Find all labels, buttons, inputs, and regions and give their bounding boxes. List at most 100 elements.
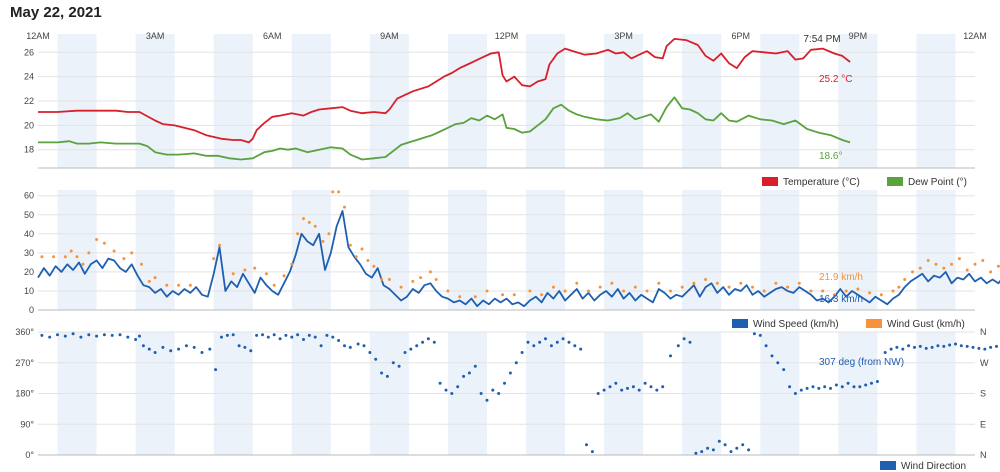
data-point-p1-s1-91	[934, 262, 938, 266]
data-point-p2-s0-45	[337, 339, 341, 342]
data-point-p2-s0-44	[331, 335, 335, 339]
data-point-p2-s0-27	[231, 333, 235, 337]
y-tick-label-p1-6: 60	[24, 191, 34, 201]
data-point-p1-s1-4	[75, 255, 79, 259]
band-p1-6	[526, 190, 566, 310]
y-tick-label-p2-2: 180°	[15, 389, 34, 399]
data-point-p2-s0-126	[817, 386, 821, 390]
legend-winddirection-swatch	[880, 461, 896, 470]
data-point-p1-s1-83	[868, 291, 872, 295]
data-point-p2-s0-110	[723, 443, 727, 447]
data-point-p2-s0-22	[200, 351, 204, 354]
data-point-p1-s1-38	[360, 247, 364, 251]
data-point-p1-s1-75	[774, 281, 778, 285]
data-point-p2-s0-151	[965, 344, 969, 348]
data-point-p2-s0-88	[590, 450, 594, 454]
data-point-p2-s0-71	[491, 388, 495, 392]
data-point-p2-s0-80	[544, 337, 547, 341]
data-point-p2-s0-81	[549, 344, 553, 348]
data-point-p1-s1-68	[692, 281, 696, 285]
data-point-p2-s0-111	[729, 450, 733, 454]
data-point-p1-s1-23	[264, 272, 268, 276]
data-point-p2-s0-128	[829, 386, 832, 390]
data-point-p1-s1-58	[575, 281, 579, 285]
data-point-p1-s1-51	[485, 289, 489, 293]
series-line-p0-0	[38, 38, 851, 144]
y2-tick-label-1: E	[980, 419, 986, 429]
data-point-p2-s0-93	[620, 388, 624, 392]
data-point-p1-s1-97	[981, 259, 985, 262]
data-point-p1-s1-1	[52, 255, 56, 259]
data-point-p2-s0-86	[579, 347, 583, 351]
data-point-p2-s0-115	[752, 332, 756, 336]
windspeed-end-label: 16.3 km/h	[819, 294, 863, 305]
y2-tick-label-0: N	[980, 450, 987, 460]
data-point-p2-s0-13	[138, 334, 141, 338]
data-point-p1-s1-32	[327, 232, 331, 236]
data-point-p1-s1-34	[337, 190, 341, 194]
data-point-p2-s0-42	[319, 344, 323, 348]
data-point-p2-s0-72	[497, 392, 501, 395]
data-point-p2-s0-109	[717, 439, 721, 443]
x-tick-label-8: 12AM	[963, 31, 987, 41]
data-point-p2-s0-16	[153, 351, 157, 354]
legend-windspeed-label: Wind Speed (km/h)	[753, 319, 839, 330]
data-point-p2-s0-123	[799, 388, 803, 392]
data-point-p1-s1-76	[786, 285, 790, 289]
band-p1-1	[135, 190, 175, 310]
data-point-p2-s0-43	[325, 333, 329, 337]
data-point-p1-s1-47	[434, 278, 438, 281]
x-tick-label-0: 12AM	[26, 31, 50, 41]
data-point-p2-s0-66	[462, 374, 466, 378]
data-point-p1-s1-35	[343, 205, 346, 209]
legend-temperature-swatch	[762, 177, 778, 186]
data-point-p2-s0-125	[811, 385, 815, 389]
data-point-p1-s1-93	[950, 262, 954, 266]
data-point-p1-s1-9	[112, 249, 116, 253]
data-point-p2-s0-1	[48, 335, 52, 339]
data-point-p2-s0-155	[989, 345, 993, 349]
legend-winddirection-label: Wind Direction	[901, 461, 966, 472]
data-point-p2-s0-23	[208, 347, 212, 351]
data-point-p2-s0-65	[456, 385, 460, 389]
data-point-p2-s0-97	[643, 381, 647, 385]
data-point-p1-s1-56	[551, 285, 555, 289]
temperature-end-label: 25.2 °C	[819, 74, 852, 85]
data-point-p2-s0-8	[102, 333, 106, 337]
data-point-p1-s1-31	[321, 239, 325, 243]
data-point-p1-s1-78	[809, 289, 813, 293]
data-point-p1-s1-62	[622, 289, 626, 293]
data-point-p2-s0-91	[608, 385, 612, 389]
data-point-p1-s1-66	[669, 289, 672, 293]
data-point-p1-s1-54	[528, 289, 532, 293]
data-point-p2-s0-119	[776, 361, 780, 365]
data-point-p2-s0-76	[520, 351, 524, 354]
data-point-p1-s1-39	[366, 259, 370, 262]
data-point-p1-s1-6	[87, 251, 91, 255]
y2-tick-label-4: N	[980, 327, 987, 337]
data-point-p2-s0-142	[913, 345, 916, 349]
data-point-p1-s1-49	[458, 295, 462, 299]
data-point-p1-s1-45	[419, 276, 423, 280]
data-point-p2-s0-116	[758, 333, 762, 337]
data-point-p1-s1-21	[243, 268, 247, 272]
data-point-p1-s1-90	[926, 259, 930, 262]
data-point-p2-s0-52	[380, 371, 384, 375]
data-point-p1-s1-61	[610, 281, 614, 285]
legend-dewpoint-label: Dew Point (°)	[908, 177, 967, 188]
data-point-p2-s0-98	[649, 385, 653, 389]
data-point-p1-s1-70	[715, 281, 719, 285]
data-point-p1-s1-88	[911, 270, 914, 274]
data-point-p2-s0-145	[930, 345, 934, 349]
data-point-p2-s0-131	[846, 381, 850, 385]
data-point-p1-s1-13	[147, 279, 151, 283]
data-point-p2-s0-99	[655, 388, 659, 392]
y-tick-label-p1-2: 20	[24, 267, 34, 277]
data-point-p2-s0-12	[134, 338, 138, 341]
data-point-p1-s1-33	[331, 190, 335, 194]
data-point-p1-s1-87	[903, 278, 907, 281]
data-point-p1-s1-82	[856, 287, 860, 291]
data-point-p1-s1-41	[380, 278, 384, 281]
data-point-p2-s0-32	[261, 333, 264, 337]
data-point-p2-s0-141	[907, 344, 911, 348]
